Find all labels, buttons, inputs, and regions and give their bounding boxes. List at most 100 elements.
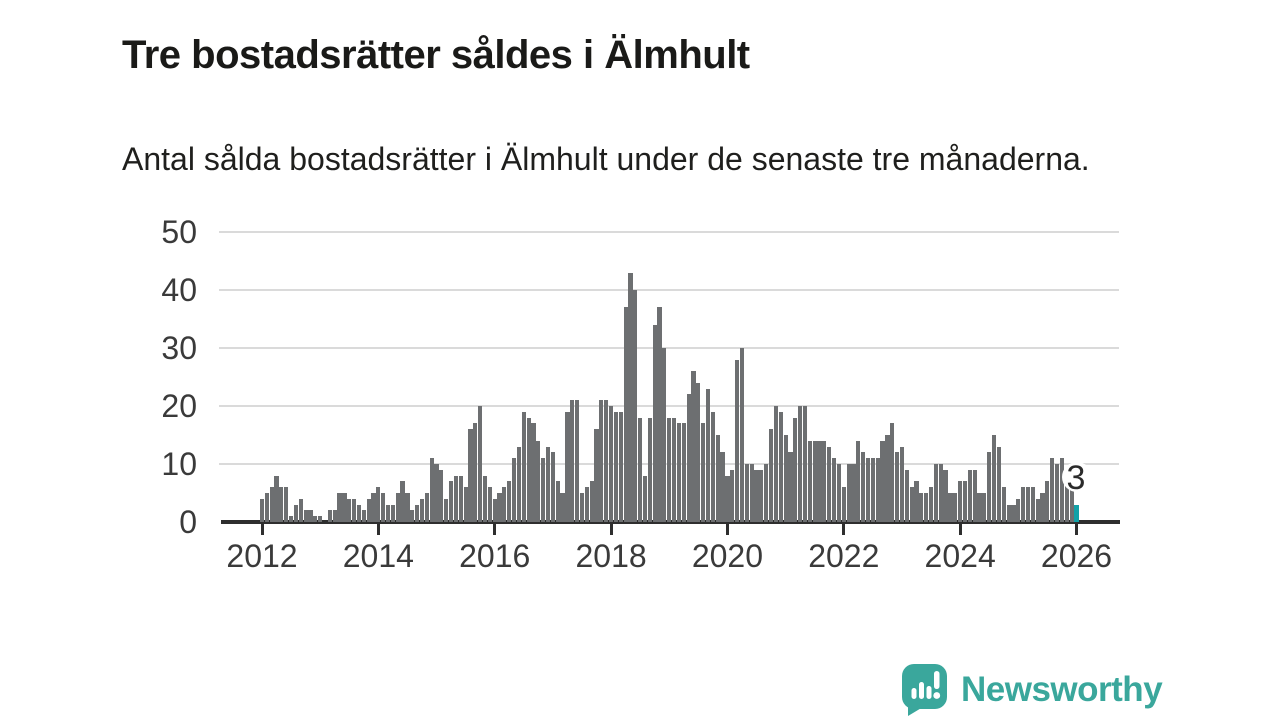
x-tick-2012 [260, 523, 264, 535]
bar-2025-03 [1025, 487, 1031, 522]
bar-2022-12 [895, 452, 900, 522]
bar-2013-03 [327, 510, 332, 522]
bar-2020-04 [739, 348, 745, 522]
bar-2023-01 [899, 446, 905, 522]
bar-2024-08 [991, 435, 997, 522]
bar-2013-10 [361, 510, 366, 522]
bar-2012-09 [298, 498, 303, 522]
bar-2016-05 [512, 458, 517, 522]
bar-2024-06 [982, 493, 987, 522]
x-tick-label-2014: 2014 [342, 538, 414, 574]
x-tick-label-2026: 2026 [1040, 538, 1113, 574]
bar-2017-01 [550, 452, 555, 522]
chart-title: Tre bostadsrätter såldes i Älmhult [122, 32, 750, 77]
y-tick-label-0: 0 [179, 504, 197, 540]
bar-2016-01 [492, 498, 497, 522]
bar-2015-04 [448, 481, 454, 522]
bar-2018-11 [657, 307, 662, 522]
bar-2025-11 [1064, 475, 1069, 522]
bar-2026-01 [1074, 504, 1079, 522]
bar-2019-12 [720, 452, 725, 522]
bar-2020-01 [725, 475, 730, 522]
bar-2025-05 [1035, 498, 1040, 522]
bar-2017-04 [565, 411, 570, 522]
bar-2021-06 [807, 440, 812, 522]
y-tick-label-30: 30 [161, 330, 197, 366]
bar-2022-02 [846, 464, 851, 522]
y-tick-label-20: 20 [161, 388, 197, 424]
bar-2014-08 [410, 510, 415, 522]
bar-2024-02 [962, 481, 968, 522]
bar-2016-02 [497, 493, 502, 522]
bar-2020-08 [759, 469, 764, 522]
gridline-50 [219, 231, 1119, 233]
bar-2024-05 [977, 493, 982, 522]
bar-2013-05 [337, 493, 342, 522]
bar-2020-06 [749, 464, 754, 522]
x-tick-2018 [609, 523, 613, 535]
bar-2023-05 [919, 493, 924, 522]
x-tick-2022 [842, 523, 846, 535]
bar-2018-12 [662, 348, 667, 522]
bar-2022-01 [841, 487, 846, 522]
bar-2023-03 [909, 487, 914, 522]
bar-2014-02 [381, 493, 386, 522]
bar-2021-07 [812, 440, 817, 522]
bar-2017-08 [584, 487, 589, 522]
x-tick-2016 [493, 523, 497, 535]
highlight-value-label: 3 [1066, 459, 1086, 497]
bar-2024-07 [987, 452, 992, 522]
bar-2015-01 [434, 464, 439, 522]
bar-2020-10 [768, 429, 774, 522]
bar-2025-09 [1055, 464, 1060, 522]
bar-2017-05 [570, 400, 575, 522]
bar-2021-03 [793, 417, 798, 522]
bar-2015-05 [453, 475, 458, 522]
bar-2015-10 [478, 406, 483, 522]
bar-2021-02 [788, 452, 793, 522]
bar-2015-07 [463, 487, 468, 522]
x-tick-2026 [1074, 523, 1078, 535]
bar-2022-10 [885, 435, 890, 522]
x-tick-label-2024: 2024 [924, 538, 996, 574]
newsworthy-bubble-chart-icon [902, 664, 947, 716]
bar-2013-06 [342, 493, 347, 522]
bar-2012-02 [264, 493, 269, 522]
bar-2023-09 [938, 464, 943, 522]
bar-2025-10 [1059, 458, 1065, 522]
bar-2012-03 [269, 487, 274, 522]
bar-2014-05 [395, 493, 400, 522]
bar-2022-04 [856, 440, 861, 522]
bar-2016-10 [536, 440, 541, 522]
bar-2018-09 [647, 417, 652, 522]
newsworthy-logo: Newsworthy [900, 662, 1163, 718]
bar-2024-12 [1011, 504, 1016, 522]
bar-2014-03 [385, 504, 391, 522]
bar-2013-12 [371, 493, 376, 522]
y-tick-label-10: 10 [161, 446, 197, 482]
bar-2025-07 [1045, 481, 1050, 522]
newsworthy-wordmark: Newsworthy [961, 670, 1163, 709]
bar-2015-06 [458, 475, 463, 522]
bar-2020-02 [730, 469, 735, 522]
bar-2022-03 [851, 464, 856, 522]
bar-2023-06 [924, 493, 929, 522]
bar-2023-11 [948, 493, 953, 522]
bar-2018-04 [623, 307, 628, 522]
bar-2022-08 [875, 458, 880, 522]
bar-2025-02 [1021, 487, 1026, 522]
gridline-20 [219, 405, 1119, 407]
bar-2014-01 [376, 487, 381, 522]
bar-2025-06 [1040, 493, 1045, 522]
bar-2022-05 [861, 452, 866, 522]
bar-2024-03 [967, 469, 972, 522]
y-tick-label-40: 40 [161, 272, 197, 308]
x-tick-2020 [725, 523, 729, 535]
bar-2022-09 [880, 440, 885, 522]
bar-2015-11 [482, 475, 488, 522]
bar-2014-06 [400, 481, 405, 522]
bar-2023-08 [933, 464, 938, 522]
bar-2021-08 [817, 440, 822, 522]
x-axis-line [221, 520, 1120, 524]
